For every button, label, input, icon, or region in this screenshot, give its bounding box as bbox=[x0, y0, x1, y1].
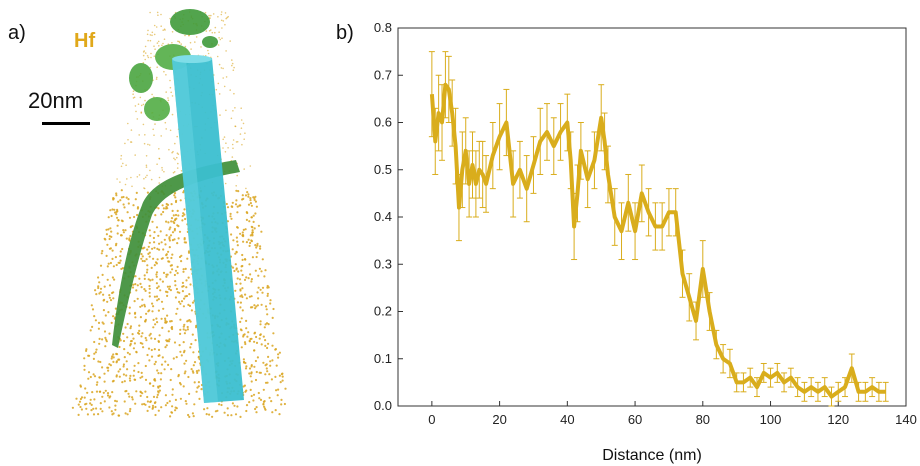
y-tick-label: 0.0 bbox=[374, 398, 392, 413]
x-tick-label: 20 bbox=[492, 412, 506, 427]
y-tick-label: 0.3 bbox=[374, 256, 392, 271]
panel-a-label: a) bbox=[8, 22, 26, 44]
scale-bar bbox=[42, 122, 90, 125]
y-tick-label: 0.6 bbox=[374, 115, 392, 130]
y-tick-label: 0.2 bbox=[374, 304, 392, 319]
x-tick-label: 140 bbox=[895, 412, 917, 427]
green-sheet bbox=[112, 160, 240, 348]
error-bars bbox=[428, 51, 889, 407]
y-tick-label: 0.5 bbox=[374, 162, 392, 177]
x-tick-label: 40 bbox=[560, 412, 574, 427]
panel-b-label: b) bbox=[336, 22, 354, 44]
y-tick-label: 0.1 bbox=[374, 351, 392, 366]
series-line bbox=[429, 82, 886, 399]
cluster bbox=[144, 97, 170, 121]
scale-bar-label: 20nm bbox=[28, 88, 84, 113]
y-tick-label: 0.8 bbox=[374, 20, 392, 35]
x-axis: 0 20 40 60 80 100 120 140 bbox=[428, 401, 917, 427]
y-tick-label: 0.7 bbox=[374, 67, 392, 82]
y-axis: 0.0 0.1 0.2 0.3 0.4 0.5 0.6 0.7 0.8 bbox=[374, 20, 403, 413]
x-tick-label: 120 bbox=[827, 412, 849, 427]
x-tick-label: 0 bbox=[428, 412, 435, 427]
atom-probe-reconstruction bbox=[71, 9, 287, 418]
cluster bbox=[170, 9, 210, 35]
cluster bbox=[129, 63, 153, 93]
x-tick-label: 100 bbox=[760, 412, 782, 427]
element-label: Hf bbox=[74, 30, 96, 52]
x-tick-label: 80 bbox=[696, 412, 710, 427]
x-tick-label: 60 bbox=[628, 412, 642, 427]
y-tick-label: 0.4 bbox=[374, 209, 392, 224]
cyan-rod bbox=[172, 55, 244, 403]
x-axis-title: Distance (nm) bbox=[602, 447, 702, 464]
cluster bbox=[202, 36, 218, 48]
